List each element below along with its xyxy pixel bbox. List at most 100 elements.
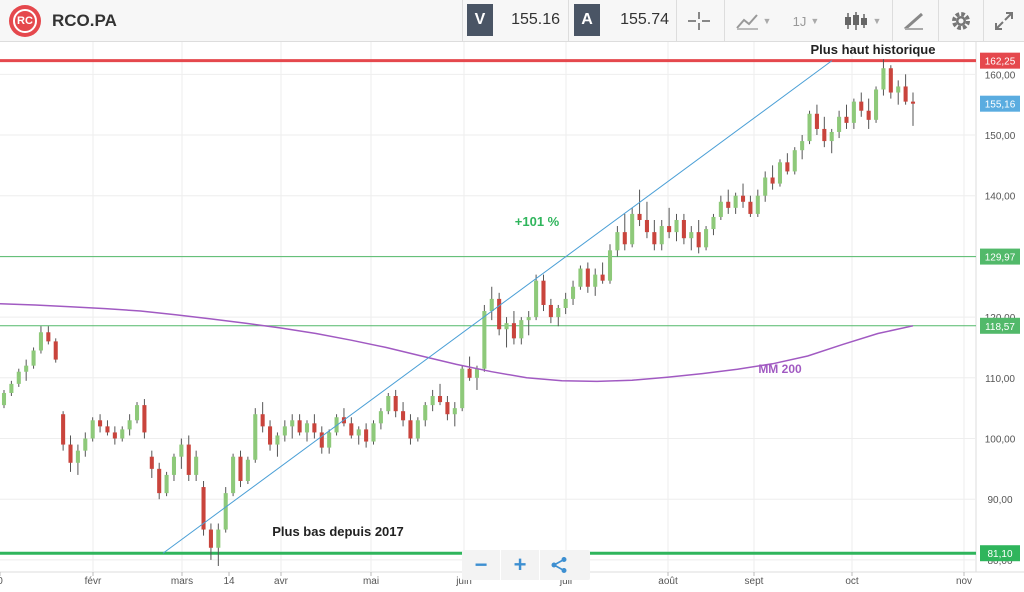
- candle-body: [415, 420, 420, 439]
- candle-body: [726, 201, 731, 208]
- candle-body: [888, 68, 893, 93]
- toolbar-divider: [938, 0, 939, 42]
- candle-body: [777, 162, 783, 184]
- share-icon: [551, 557, 567, 573]
- zoom-controls: − +: [462, 550, 590, 580]
- toolbar-divider: [892, 0, 893, 42]
- candle-body: [622, 232, 627, 245]
- candle-body: [290, 420, 295, 427]
- share-button[interactable]: [540, 550, 578, 580]
- drawing-tools-button[interactable]: [898, 6, 930, 36]
- toolbar-divider: [676, 0, 677, 42]
- candle-body: [105, 426, 110, 433]
- buy-price: 155.74: [620, 11, 669, 28]
- candle-body: [718, 201, 723, 217]
- candle-body: [534, 280, 539, 318]
- support-tag: [980, 545, 1020, 562]
- candle-body: [548, 304, 553, 318]
- candle-body: [134, 405, 140, 421]
- ath-annotation: Plus haut historique: [811, 42, 936, 57]
- candle-body: [90, 420, 95, 439]
- sell-button[interactable]: V: [467, 4, 493, 36]
- x-tick-label: sept: [745, 576, 764, 587]
- candle-body: [31, 350, 36, 366]
- candle-body: [423, 405, 428, 421]
- candle-body: [637, 213, 642, 220]
- price-chart[interactable]: 80,0090,00100,00110,00120,00130,00140,00…: [0, 42, 1024, 592]
- x-tick-label: févr: [85, 576, 102, 587]
- zoom-out-button[interactable]: −: [474, 552, 488, 577]
- candle-body: [386, 396, 391, 412]
- interval-button[interactable]: 1J ▼: [786, 6, 826, 36]
- candle-body: [208, 529, 213, 548]
- candle-body: [327, 432, 332, 448]
- toolbar-divider: [568, 0, 569, 42]
- y-tick-label: 90,00: [987, 495, 1012, 506]
- candle-body: [681, 219, 686, 239]
- candle-body: [571, 286, 576, 299]
- candle-body: [785, 162, 790, 172]
- candle-body: [578, 268, 583, 287]
- candle-body: [748, 201, 753, 214]
- candle-body: [526, 317, 531, 321]
- zoom-divider: [500, 550, 501, 580]
- zoom-divider: [539, 550, 540, 580]
- candle-body: [474, 368, 480, 378]
- interval-label: 1J: [792, 13, 807, 29]
- candle-body: [644, 219, 649, 233]
- toolbar-divider: [983, 0, 984, 42]
- candle-body: [312, 423, 317, 433]
- candle-body: [349, 423, 354, 436]
- y-tick-label: 150,00: [985, 131, 1016, 142]
- drawing-tools-icon: [904, 12, 923, 31]
- candle-body: [297, 420, 302, 433]
- settings-button[interactable]: [944, 6, 978, 36]
- candle-body: [829, 131, 834, 142]
- candle-body: [511, 323, 516, 339]
- candle-body: [38, 332, 43, 351]
- candle-body: [630, 213, 635, 245]
- candle-body: [356, 429, 361, 436]
- candle-body: [519, 320, 524, 339]
- candle-body: [378, 411, 383, 424]
- candle-body: [120, 429, 125, 439]
- candle-body: [157, 468, 162, 494]
- candle-body: [696, 232, 701, 248]
- symbol-title: RCO.PA: [52, 11, 117, 30]
- x-tick-label: 14: [223, 576, 235, 587]
- candle-body: [792, 150, 797, 172]
- candle-body: [408, 420, 413, 439]
- y-tick-label: 160,00: [985, 70, 1016, 81]
- candle-body: [304, 423, 310, 433]
- crosshair-button[interactable]: [682, 6, 716, 36]
- candle-body: [607, 250, 613, 281]
- zoom-in-button[interactable]: +: [513, 552, 527, 577]
- candle-body: [149, 456, 154, 469]
- candle-body: [24, 365, 29, 372]
- logo-text: RC: [13, 9, 37, 33]
- candle-body: [615, 232, 620, 251]
- candle-body: [16, 371, 21, 384]
- last-price-tag-label: 155,16: [985, 100, 1016, 111]
- candle-body: [600, 274, 605, 281]
- buy-button[interactable]: A: [574, 4, 600, 36]
- candle-body: [763, 177, 768, 196]
- fullscreen-button[interactable]: [988, 6, 1020, 36]
- indicator-button[interactable]: ▼: [730, 6, 776, 36]
- chart-area[interactable]: 80,0090,00100,00110,00120,00130,00140,00…: [0, 42, 1024, 592]
- candle-body: [593, 274, 598, 287]
- gain-annotation: +101 %: [515, 214, 560, 229]
- x-tick-label: juil: [559, 576, 572, 587]
- fullscreen-icon: [995, 12, 1013, 30]
- chevron-down-icon: ▼: [810, 16, 820, 26]
- toolbar-divider: [724, 0, 725, 42]
- candle-body: [482, 311, 487, 369]
- candle-body: [98, 420, 103, 427]
- support-tag-label: 81,10: [987, 549, 1012, 560]
- candle-body: [371, 423, 376, 442]
- candle-body: [393, 396, 398, 412]
- chart-type-button[interactable]: ▼: [838, 6, 886, 36]
- candle-body: [245, 459, 250, 481]
- candle-body: [844, 116, 849, 123]
- candle-body: [1, 392, 7, 406]
